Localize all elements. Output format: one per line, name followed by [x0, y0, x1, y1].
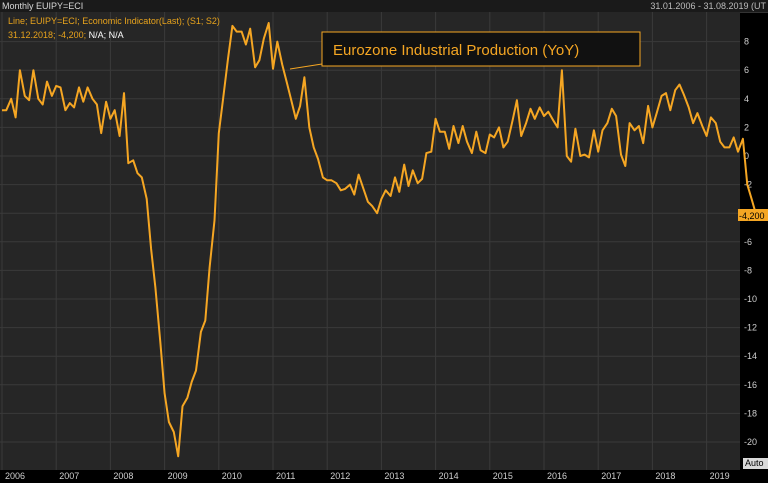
x-tick-label: 2013	[384, 471, 404, 481]
instrument-title: Monthly EUIPY=ECI	[2, 1, 84, 11]
last-value-label: -4,200	[739, 211, 765, 221]
x-tick-label: 2015	[493, 471, 513, 481]
info-line-2: 31.12.2018; -4,200; N/A; N/A	[8, 30, 124, 40]
x-tick-label: 2016	[547, 471, 567, 481]
y-tick-label: 4	[744, 94, 749, 104]
y-tick-label: 8	[744, 37, 749, 47]
x-tick-label: 2006	[5, 471, 25, 481]
chart-title-box	[321, 31, 641, 67]
x-tick-label: 2019	[710, 471, 730, 481]
last-value-badge	[738, 209, 768, 221]
info-line-1: Line; EUIPY=ECI; Economic Indicator(Last…	[8, 16, 220, 26]
auto-scale-button[interactable]: Auto	[743, 458, 768, 469]
date-range: 31.01.2006 - 31.08.2019 (UT	[650, 1, 766, 11]
y-tick-label: -14	[744, 351, 757, 361]
x-tick-label: 2010	[222, 471, 242, 481]
y-tick-label: -10	[744, 294, 757, 304]
y-tick-label: -12	[744, 323, 757, 333]
x-tick-label: 2009	[168, 471, 188, 481]
y-tick-label: 2	[744, 122, 749, 132]
chart-title: Eurozone Industrial Production (YoY)	[333, 42, 579, 59]
x-tick-label: 2017	[601, 471, 621, 481]
x-tick-label: 2011	[276, 471, 295, 481]
plot-area	[0, 12, 740, 470]
y-tick-label: -6	[744, 237, 752, 247]
y-tick-label: -16	[744, 380, 757, 390]
x-tick-label: 2018	[655, 471, 675, 481]
title-callout-line	[289, 63, 323, 70]
y-tick-label: -18	[744, 408, 757, 418]
x-tick-label: 2014	[439, 471, 459, 481]
y-tick-label: 0	[744, 151, 749, 161]
y-tick-label: 6	[744, 65, 749, 75]
info-date: 31.12.2018;	[8, 30, 56, 40]
info-rest: N/A; N/A	[89, 30, 124, 40]
info-value: -4,200;	[58, 30, 86, 40]
y-tick-label: -8	[744, 265, 752, 275]
x-tick-label: 2007	[59, 471, 79, 481]
x-tick-label: 2012	[330, 471, 350, 481]
series-line	[2, 22, 758, 458]
x-tick-label: 2008	[113, 471, 133, 481]
y-tick-label: -20	[744, 437, 757, 447]
